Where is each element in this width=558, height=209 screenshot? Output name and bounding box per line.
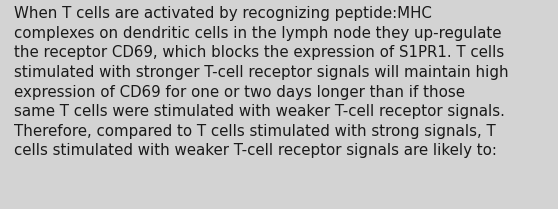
Text: When T cells are activated by recognizing peptide:MHC
complexes on dendritic cel: When T cells are activated by recognizin…	[14, 6, 508, 158]
